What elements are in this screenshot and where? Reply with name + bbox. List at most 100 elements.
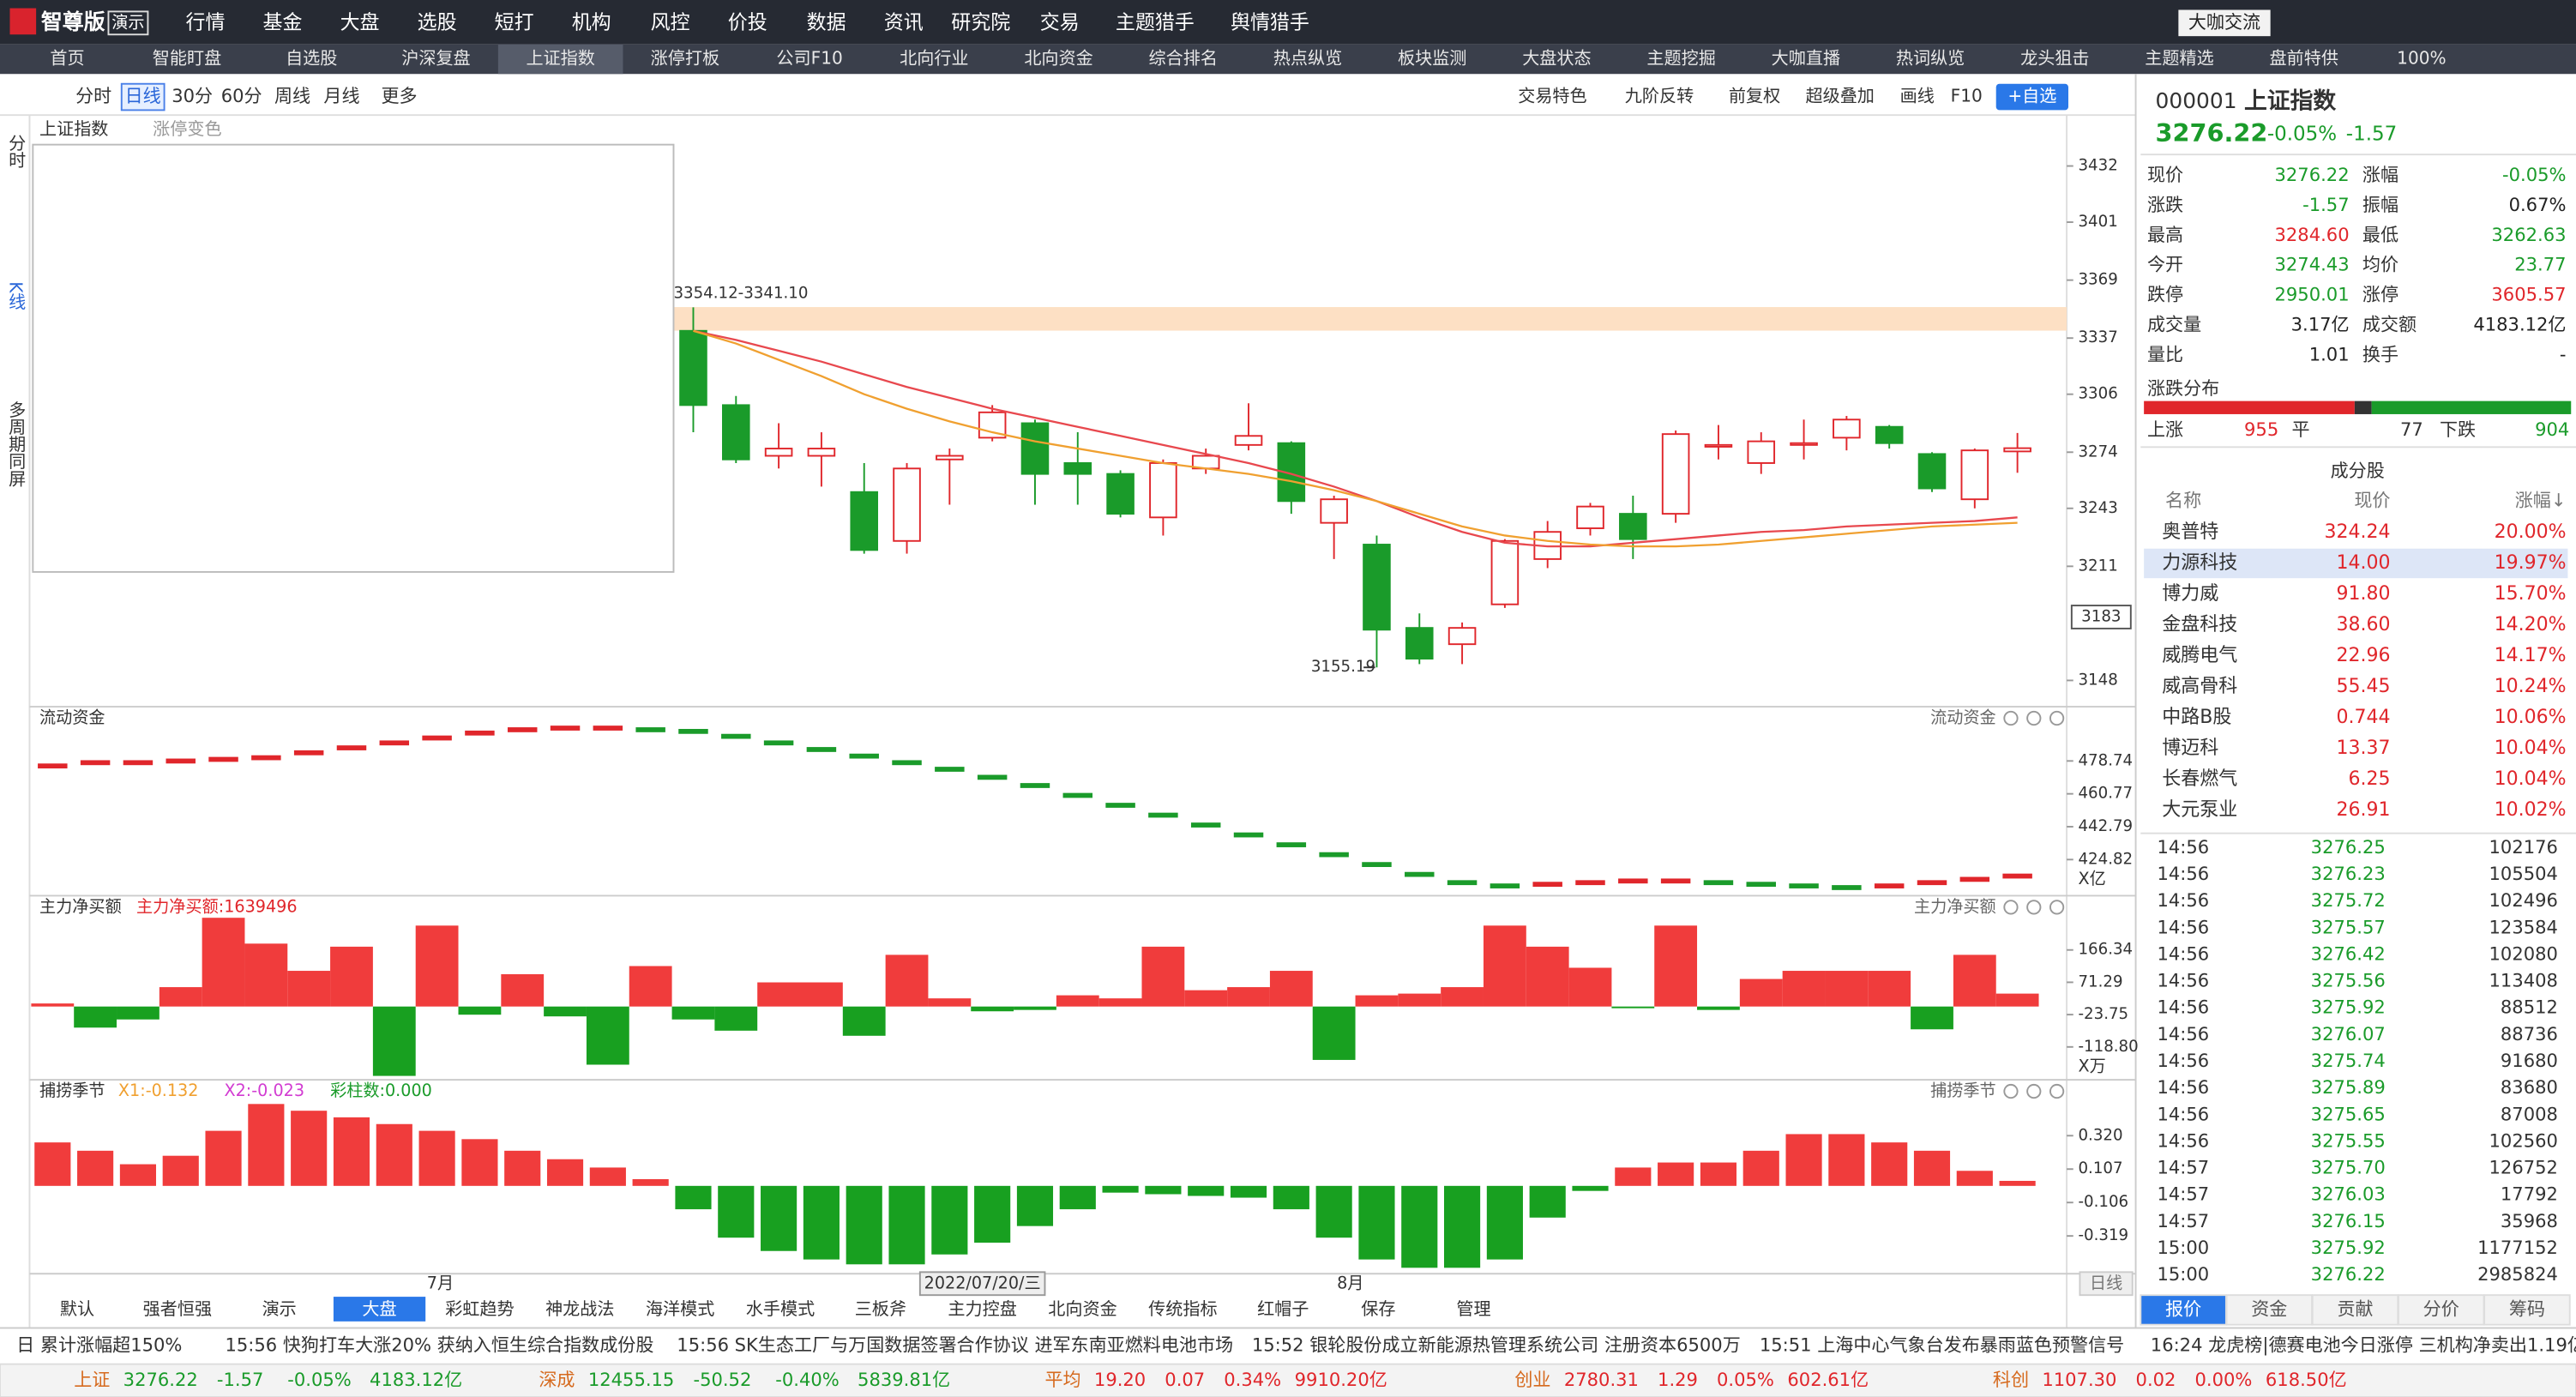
tool[interactable]: F10 [1951,86,1983,106]
side-tab[interactable]: K线 [6,281,27,310]
right-tab[interactable]: 贡献 [2337,1298,2373,1319]
stock-name[interactable]: 博力威 [2162,583,2218,605]
tab[interactable]: 涨停打板 [651,47,719,68]
tool[interactable]: 交易特色 [1518,86,1586,106]
news-item[interactable]: 15:52 银轮股份成立新能源热管理系统公司 注册资本6500万 [1252,1334,1741,1356]
tab[interactable]: 首页 [50,47,84,68]
menu-item[interactable]: 主题猎手 [1116,11,1195,33]
tab[interactable]: 自选股 [286,47,337,68]
tool[interactable]: 超级叠加 [1805,86,1874,106]
strategy-tab[interactable]: 北向资金 [1048,1298,1116,1319]
news-item[interactable]: 15:56 SK生态工厂与万国数据签署合作协议 进军东南亚燃料电池市场 [677,1334,1233,1356]
period[interactable]: 月线 [323,85,359,106]
strategy-tab[interactable]: 保存 [1361,1298,1395,1319]
menu-item[interactable]: 大盘 [340,11,380,33]
menu-item[interactable]: 基金 [263,11,303,33]
period[interactable]: 周线 [274,85,310,106]
strategy-tab[interactable]: 主力控盘 [948,1298,1016,1319]
panel-icon[interactable] [2049,1083,2065,1099]
tool[interactable]: 画线 [1900,86,1935,106]
side-tab[interactable]: 多周期同屏 [6,400,27,487]
menu-item[interactable]: 研究院 [951,11,1010,33]
stock-name[interactable]: 力源科技 [2162,552,2237,574]
tab[interactable]: 板块监测 [1398,47,1466,68]
menu-item[interactable]: 价投 [728,11,767,33]
period[interactable]: 30分 [172,85,213,106]
stock-name[interactable]: 长春燃气 [2162,768,2237,790]
tab[interactable]: 公司F10 [776,47,842,68]
panel-icon[interactable] [2003,710,2019,726]
tab[interactable]: 热点纵览 [1273,47,1342,68]
bar [1615,1167,1652,1186]
menu-item[interactable]: 数据 [807,11,846,33]
strategy-tab[interactable]: 演示 [262,1298,297,1319]
stock-name[interactable]: 威腾电气 [2162,645,2237,666]
stock-name[interactable]: 奥普特 [2162,521,2218,543]
tab[interactable]: 热词纵览 [1896,47,1965,68]
column-header[interactable]: 涨幅↓ [2515,490,2567,511]
menu-item[interactable]: 行情 [185,11,225,33]
right-tab[interactable]: 资金 [2251,1298,2287,1319]
menu-item[interactable]: 风控 [651,11,690,33]
period[interactable]: 分时 [75,85,111,106]
panel-icon[interactable] [2049,900,2065,915]
period[interactable]: 更多 [381,85,417,106]
menu-right[interactable]: 大咖交流 [2188,11,2260,33]
column-header[interactable]: 现价 [2354,490,2390,511]
menu-item[interactable]: 选股 [418,11,457,33]
strategy-tab[interactable]: 强者恒强 [143,1298,212,1319]
tab[interactable]: 沪深复盘 [401,47,470,68]
strategy-tab[interactable]: 海洋模式 [646,1298,714,1319]
strategy-tab[interactable]: 神龙战法 [545,1298,614,1319]
panel-icon[interactable] [2026,710,2042,726]
panel-icon[interactable] [2049,710,2065,726]
panel-icon[interactable] [2003,1083,2019,1099]
stock-name[interactable]: 大元泵业 [2162,799,2237,821]
stock-name[interactable]: 中路B股 [2162,707,2231,728]
strategy-tab[interactable]: 管理 [1456,1298,1490,1319]
period[interactable]: 60分 [221,85,262,106]
strategy-tab[interactable]: 红帽子 [1257,1298,1309,1319]
stock-name[interactable]: 金盘科技 [2162,614,2237,635]
menu-item[interactable]: 交易 [1040,11,1080,33]
menu-item[interactable]: 机构 [572,11,611,33]
tab[interactable]: 主题挖掘 [1646,47,1715,68]
tab[interactable]: 龙头狙击 [2020,47,2089,68]
panel-icon[interactable] [2026,1083,2042,1099]
panel-icon[interactable] [2026,900,2042,915]
column-header[interactable]: 名称 [2165,490,2201,511]
tab[interactable]: 大咖直播 [1772,47,1840,68]
tab[interactable]: 综合排名 [1149,47,1218,68]
menu-item[interactable]: 资讯 [884,11,924,33]
menu-item[interactable]: 短打 [495,11,534,33]
news-item[interactable]: 15:56 快狗打车大涨20% 获纳入恒生综合指数成份股 [225,1334,653,1356]
right-tab[interactable]: 报价 [2165,1298,2201,1319]
strategy-tab[interactable]: 大盘 [362,1298,396,1319]
tab[interactable]: 上证指数 [526,47,594,68]
news-item[interactable]: 16:24 龙虎榜|德赛电池今日涨停 三机构净卖出1.19亿 [2151,1334,2576,1357]
tab[interactable]: 北向资金 [1024,47,1092,68]
news-item[interactable]: 15:51 上海中心气象台发布暴雨蓝色预警信号 [1760,1334,2124,1356]
period[interactable]: 日线 [125,85,161,106]
right-tab[interactable]: 分价 [2423,1298,2459,1319]
strategy-tab[interactable]: 水手模式 [746,1298,815,1319]
add-text[interactable]: +自选 [2007,86,2056,106]
panel-icon[interactable] [2003,900,2019,915]
side-tab[interactable]: 分时 [6,134,27,169]
strategy-tab[interactable]: 默认 [60,1298,94,1319]
tab[interactable]: 智能盯盘 [153,47,221,68]
news-item[interactable]: 日 累计涨幅超150% [16,1334,182,1356]
tab[interactable]: 主题精选 [2145,47,2213,68]
tab[interactable]: 盘前特供 [2270,47,2338,68]
stock-name[interactable]: 威高骨科 [2162,676,2237,697]
strategy-tab[interactable]: 彩虹趋势 [445,1298,514,1319]
tool[interactable]: 九阶反转 [1625,86,1694,106]
tab[interactable]: 北向行业 [900,47,968,68]
strategy-tab[interactable]: 三板斧 [855,1298,906,1319]
stock-name[interactable]: 博迈科 [2162,738,2218,759]
tool[interactable]: 前复权 [1729,86,1780,106]
strategy-tab[interactable]: 传统指标 [1148,1298,1217,1319]
tab[interactable]: 大盘状态 [1522,47,1591,68]
right-tab[interactable]: 筹码 [2509,1298,2545,1319]
menu-item[interactable]: 舆情猎手 [1231,11,1309,33]
